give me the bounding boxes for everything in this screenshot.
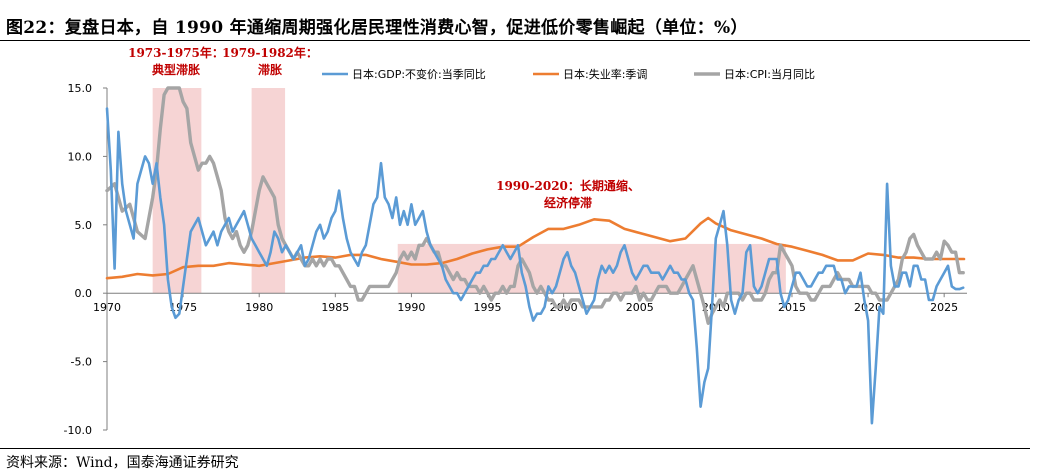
bottom-rule — [0, 448, 1030, 449]
region-annotation-3-line-2: 经济停滞 — [544, 195, 592, 210]
top-rule — [0, 40, 1030, 41]
y-tick-label: -10.0 — [64, 424, 92, 437]
region-annotation-2-line-2: 滞胀 — [258, 62, 282, 77]
region-annotation-3-line-1: 1990-2020：长期通缩、 — [496, 178, 640, 193]
source-note: 资料来源：Wind，国泰海通证券研究 — [6, 455, 239, 471]
series-line-gdp — [105, 107, 965, 425]
y-tick-label: 5.0 — [75, 219, 93, 232]
y-tick-label: 15.0 — [68, 82, 93, 95]
region-annotation-2-line-1: 1979-1982年： — [222, 45, 318, 60]
legend-label-gdp: 日本:GDP:不变价:当季同比 — [352, 67, 486, 81]
figure-title: 图22：复盘日本，自 1990 年通缩周期强化居民理性消费心智，促进低价零售崛起… — [6, 18, 748, 38]
x-tick-label: 1980 — [245, 301, 273, 314]
x-tick-label: 1995 — [474, 301, 502, 314]
x-tick-label: 2005 — [626, 301, 654, 314]
x-tick-label: 2020 — [854, 301, 882, 314]
shaded-regions — [152, 88, 786, 294]
x-tick-label: 1990 — [397, 301, 425, 314]
y-tick-label: 10.0 — [68, 150, 93, 163]
x-tick-label: 2025 — [930, 301, 958, 314]
shaded-region-3 — [397, 243, 786, 294]
x-tick-label: 1975 — [169, 301, 197, 314]
legend: 日本:GDP:不变价:当季同比 日本:失业率:季调 日本:CPI:当月同比 — [322, 67, 815, 81]
figure-header: 图22：复盘日本，自 1990 年通缩周期强化居民理性消费心智，促进低价零售崛起… — [0, 0, 1032, 40]
series-line-unemployment — [105, 216, 966, 280]
region-annotation-1-line-2: 典型滞胀 — [152, 62, 200, 77]
x-tick-label: 1970 — [93, 301, 121, 314]
series-lines — [105, 86, 966, 425]
annotations: 1973-1975年： 典型滞胀 1979-1982年： 滞胀 1990-2020：长期… — [128, 45, 640, 210]
x-tick-label: 1985 — [321, 301, 349, 314]
series-line-cpi — [105, 86, 965, 325]
y-tick-label: -5.0 — [71, 356, 92, 369]
region-annotation-1-line-1: 1973-1975年： — [128, 45, 224, 60]
legend-label-cpi: 日本:CPI:当月同比 — [724, 67, 815, 81]
legend-label-unemployment: 日本:失业率:季调 — [563, 67, 647, 81]
y-tick-label: 0.0 — [75, 287, 93, 300]
